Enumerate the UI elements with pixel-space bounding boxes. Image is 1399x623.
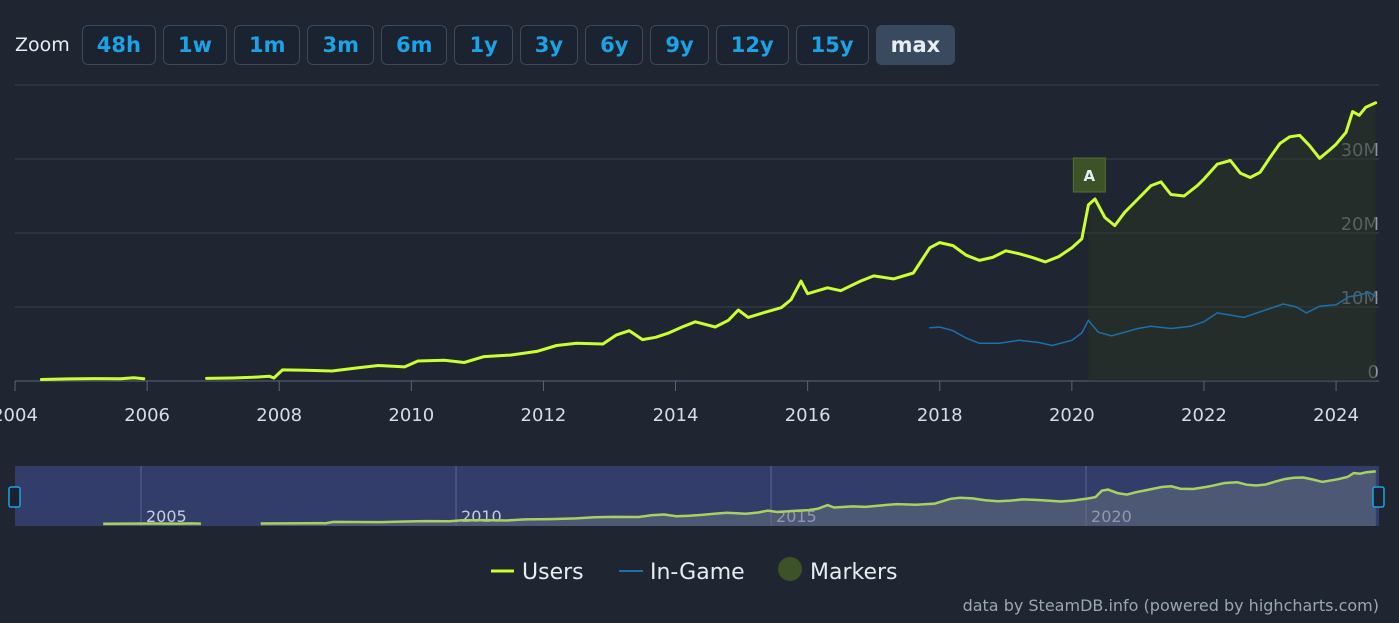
x-tick-label: 2016 xyxy=(785,405,831,426)
series-line-ingame-0[interactable] xyxy=(929,291,1377,347)
legend-label-users[interactable]: Users xyxy=(522,560,584,585)
navigator-handle-left[interactable] xyxy=(8,486,21,508)
zoom-label: Zoom xyxy=(15,34,70,56)
zoom-button-1w[interactable]: 1w xyxy=(162,25,227,65)
x-tick-label: 2006 xyxy=(124,405,170,426)
zoom-button-3m[interactable]: 3m xyxy=(307,25,374,65)
zoom-bar: Zoom 48h 1w 1m 3m 6m 1y 3y 6y 9y 12y 15y max xyxy=(15,24,962,66)
marker-label: A xyxy=(1084,167,1096,185)
navigator-area-1 xyxy=(260,471,1376,526)
series-line-users-1[interactable] xyxy=(205,101,1378,380)
zoom-button-3y[interactable]: 3y xyxy=(519,25,579,65)
marker-range-fill xyxy=(1088,102,1376,382)
marker-flag[interactable] xyxy=(1072,157,1106,193)
zoom-button-1m[interactable]: 1m xyxy=(233,25,301,65)
legend-swatch-markers[interactable] xyxy=(778,557,802,581)
x-tick-label: 2010 xyxy=(388,405,434,426)
x-tick-label: 2008 xyxy=(256,405,302,426)
zoom-button-9y[interactable]: 9y xyxy=(650,25,709,65)
x-tick-label: 2020 xyxy=(1049,405,1095,426)
x-tick-label: 2024 xyxy=(1313,405,1359,426)
zoom-button-12y[interactable]: 12y xyxy=(715,25,789,65)
zoom-button-max[interactable]: max xyxy=(875,25,956,65)
series-line-users-0[interactable] xyxy=(39,376,146,381)
x-tick-label: 2014 xyxy=(653,405,699,426)
navigator-handle-right[interactable] xyxy=(1372,486,1385,508)
legend-label-markers[interactable]: Markers xyxy=(810,560,898,585)
zoom-button-6m[interactable]: 6m xyxy=(380,25,448,65)
x-tick-label: 2018 xyxy=(917,405,963,426)
chart-credit[interactable]: data by SteamDB.info (powered by highcha… xyxy=(962,596,1379,615)
zoom-buttons: 48h 1w 1m 3m 6m 1y 3y 6y 9y 12y 15y max xyxy=(81,25,962,65)
legend-label-ingame[interactable]: In-Game xyxy=(650,560,745,585)
zoom-button-1y[interactable]: 1y xyxy=(454,25,513,65)
navigator-tick-label: 2005 xyxy=(146,507,187,526)
x-tick-label: 2004 xyxy=(0,405,38,426)
x-tick-label: 2022 xyxy=(1181,405,1227,426)
zoom-button-6y[interactable]: 6y xyxy=(585,25,644,65)
zoom-button-15y[interactable]: 15y xyxy=(795,25,869,65)
x-tick-label: 2012 xyxy=(521,405,567,426)
navigator-line-1 xyxy=(260,470,1376,525)
zoom-button-48h[interactable]: 48h xyxy=(81,25,156,65)
